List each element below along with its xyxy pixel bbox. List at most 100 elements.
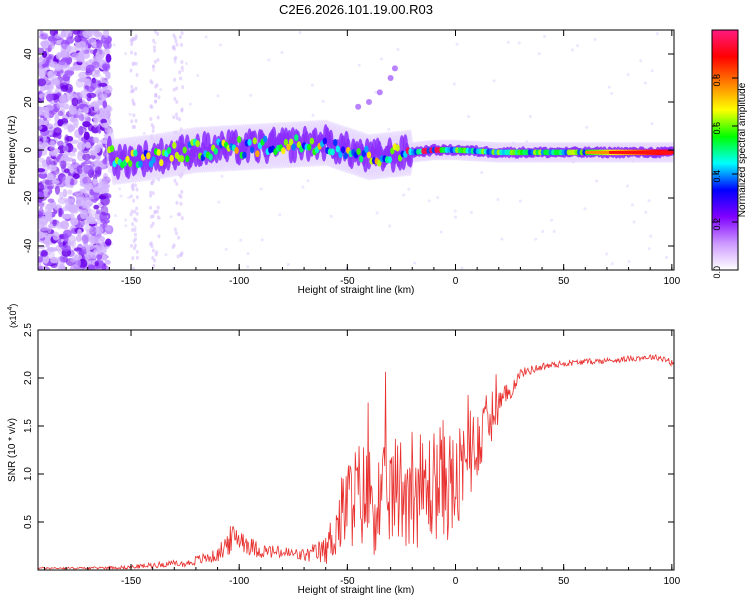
noise-blob bbox=[49, 247, 59, 252]
noise-blob bbox=[42, 179, 53, 185]
spectrogram-y-tick-label: 20 bbox=[23, 96, 34, 108]
noise-stripe bbox=[134, 118, 138, 123]
noise-stripe bbox=[171, 45, 175, 50]
noise-blob bbox=[85, 64, 95, 73]
ridge-body bbox=[233, 129, 239, 149]
noise-stripe bbox=[131, 227, 135, 232]
spectrogram-x-tick-label: -100 bbox=[229, 276, 249, 287]
noise-stripe bbox=[180, 107, 184, 112]
noise-stripe bbox=[152, 38, 156, 43]
noise-stripe bbox=[180, 31, 184, 36]
spectrogram-x-tick-label: 100 bbox=[663, 276, 680, 287]
noise-speck bbox=[571, 48, 575, 52]
colorbar-tick-label: 0.6 bbox=[712, 122, 722, 135]
noise-speck bbox=[610, 262, 614, 266]
ridge-core bbox=[281, 147, 286, 155]
ridge-core bbox=[172, 141, 177, 149]
noise-blob bbox=[45, 79, 52, 86]
colorbar-gradient bbox=[712, 30, 738, 270]
noise-blob bbox=[78, 50, 85, 58]
noise-blob bbox=[62, 103, 70, 110]
noise-speck bbox=[220, 174, 224, 178]
noise-blob bbox=[85, 196, 91, 201]
noise-stripe bbox=[156, 205, 160, 210]
noise-blob bbox=[99, 236, 105, 242]
noise-speck bbox=[626, 73, 630, 77]
noise-blob bbox=[46, 123, 54, 130]
noise-blob bbox=[60, 160, 67, 170]
noise-blob bbox=[88, 136, 94, 145]
noise-speck bbox=[153, 41, 157, 45]
snr-y-tick-label: 1.0 bbox=[23, 467, 34, 481]
noise-blob bbox=[56, 39, 61, 45]
noise-blob bbox=[45, 156, 51, 166]
noise-blob bbox=[47, 185, 54, 190]
noise-stripe bbox=[135, 255, 139, 260]
ridge-core bbox=[330, 148, 335, 156]
colorbar-tick-label: 0.8 bbox=[712, 74, 722, 87]
noise-blob bbox=[91, 73, 102, 78]
noise-stripe bbox=[129, 243, 133, 248]
spectrogram-y-ticks: -40 -20 0 20 40 bbox=[23, 48, 674, 253]
ridge-core bbox=[338, 150, 343, 158]
noise-stripe bbox=[181, 85, 185, 90]
noise-stripe bbox=[134, 61, 138, 66]
noise-blob bbox=[38, 256, 44, 263]
noise-stripe bbox=[156, 57, 160, 62]
noise-speck bbox=[286, 262, 290, 266]
noise-stripe bbox=[175, 99, 179, 104]
noise-stripe bbox=[131, 222, 135, 227]
noise-stripe bbox=[131, 183, 135, 188]
noise-blob bbox=[45, 93, 54, 102]
ridge-peak bbox=[624, 150, 628, 154]
ridge-core bbox=[169, 154, 174, 162]
noise-blob bbox=[71, 97, 79, 107]
noise-speck bbox=[413, 261, 417, 265]
noise-blob bbox=[95, 226, 104, 235]
noise-stripe bbox=[174, 231, 178, 236]
noise-blob bbox=[72, 173, 80, 179]
noise-stripe bbox=[153, 48, 157, 53]
noise-speck bbox=[506, 40, 510, 44]
noise-stripe bbox=[132, 198, 136, 203]
noise-blob bbox=[98, 195, 107, 200]
noise-blob bbox=[47, 44, 52, 53]
noise-stripe bbox=[130, 119, 134, 124]
noise-blob bbox=[86, 39, 92, 45]
snr-y-tick-label: 0.5 bbox=[23, 515, 34, 529]
noise-speck bbox=[550, 218, 554, 222]
colorbar-tick-label: 0.4 bbox=[712, 170, 722, 183]
noise-blob bbox=[67, 189, 73, 195]
noise-stripe bbox=[150, 123, 154, 128]
noise-speck bbox=[517, 41, 521, 45]
ridge-peak bbox=[615, 150, 619, 154]
noise-blob bbox=[94, 261, 99, 267]
noise-blob bbox=[38, 56, 47, 65]
noise-blob bbox=[76, 141, 86, 151]
noise-stripe bbox=[175, 42, 179, 47]
ridge-peak bbox=[613, 150, 617, 154]
noise-stripe bbox=[130, 50, 134, 55]
noise-stripe bbox=[135, 187, 139, 192]
feature-blob bbox=[365, 99, 372, 105]
noise-stripe bbox=[180, 216, 184, 221]
noise-blob bbox=[99, 180, 105, 190]
noise-blob bbox=[79, 210, 88, 220]
noise-speck bbox=[311, 113, 315, 117]
noise-speck bbox=[118, 187, 122, 191]
noise-speck bbox=[260, 238, 264, 242]
ridge-peak bbox=[661, 150, 665, 154]
noise-blob bbox=[94, 166, 102, 175]
noise-blob bbox=[101, 253, 108, 261]
ridge-core bbox=[387, 156, 392, 164]
spectrogram-panel: -150 -100 -50 0 50 100 -40 -20 0 20 40 Height of … bbox=[7, 29, 681, 296]
noise-stripe bbox=[149, 190, 153, 195]
noise-blob bbox=[91, 79, 99, 84]
noise-blob bbox=[86, 244, 95, 250]
noise-blob bbox=[61, 245, 72, 252]
noise-stripe bbox=[152, 64, 156, 69]
noise-stripe bbox=[180, 189, 184, 194]
colorbar-label: Normalized spectral amplitude bbox=[737, 82, 748, 217]
noise-blob bbox=[38, 93, 43, 99]
